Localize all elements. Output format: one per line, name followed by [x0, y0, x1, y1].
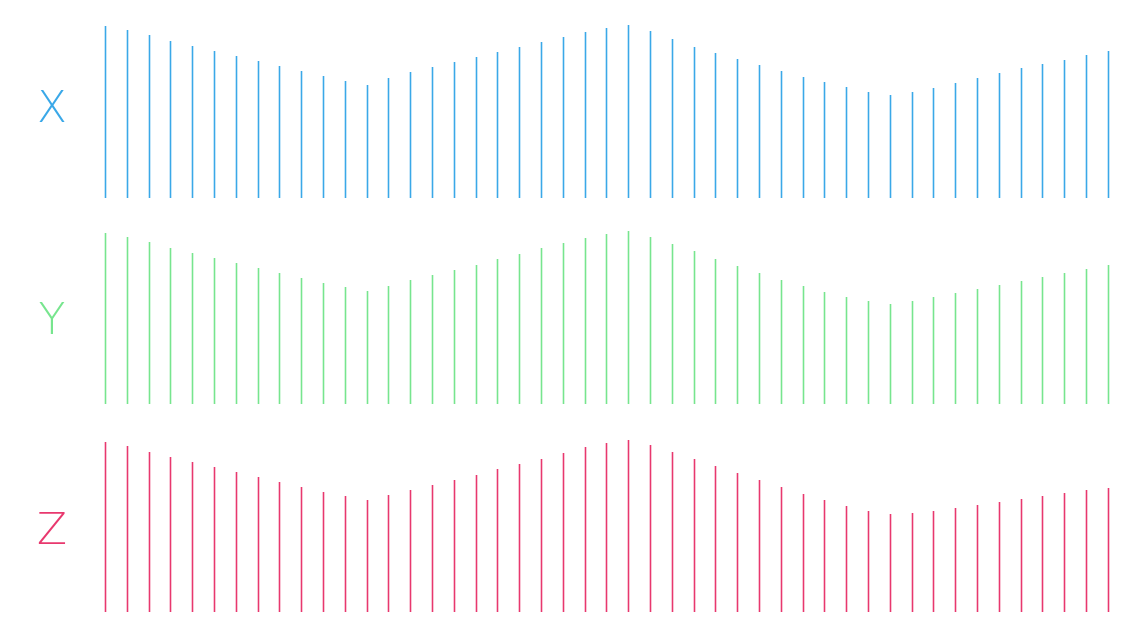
- axis-label-z: Z: [36, 504, 68, 555]
- series-y: [104, 231, 1110, 404]
- axis-label-x: X: [36, 82, 68, 133]
- series-x: [104, 25, 1110, 198]
- series-z: [104, 440, 1110, 612]
- axis-label-y: Y: [38, 294, 66, 345]
